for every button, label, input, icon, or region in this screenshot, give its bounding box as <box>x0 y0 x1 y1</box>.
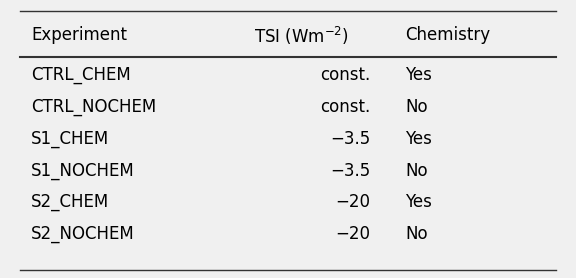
Text: S1_CHEM: S1_CHEM <box>31 130 109 148</box>
Text: TSI (Wm$^{-2}$): TSI (Wm$^{-2}$) <box>254 24 348 46</box>
Text: S1_NOCHEM: S1_NOCHEM <box>31 162 135 180</box>
Text: const.: const. <box>320 98 371 116</box>
Text: Yes: Yes <box>405 193 432 212</box>
Text: S2_NOCHEM: S2_NOCHEM <box>31 225 135 243</box>
Text: No: No <box>405 225 427 243</box>
Text: CTRL_NOCHEM: CTRL_NOCHEM <box>31 98 157 116</box>
Text: No: No <box>405 98 427 116</box>
Text: −20: −20 <box>336 193 371 212</box>
Text: Experiment: Experiment <box>31 26 127 44</box>
Text: No: No <box>405 162 427 180</box>
Text: −20: −20 <box>336 225 371 243</box>
Text: S2_CHEM: S2_CHEM <box>31 193 109 212</box>
Text: Yes: Yes <box>405 130 432 148</box>
Text: −3.5: −3.5 <box>331 130 371 148</box>
Text: const.: const. <box>320 66 371 84</box>
Text: Chemistry: Chemistry <box>405 26 490 44</box>
Text: −3.5: −3.5 <box>331 162 371 180</box>
Text: Yes: Yes <box>405 66 432 84</box>
Text: CTRL_CHEM: CTRL_CHEM <box>31 66 131 84</box>
